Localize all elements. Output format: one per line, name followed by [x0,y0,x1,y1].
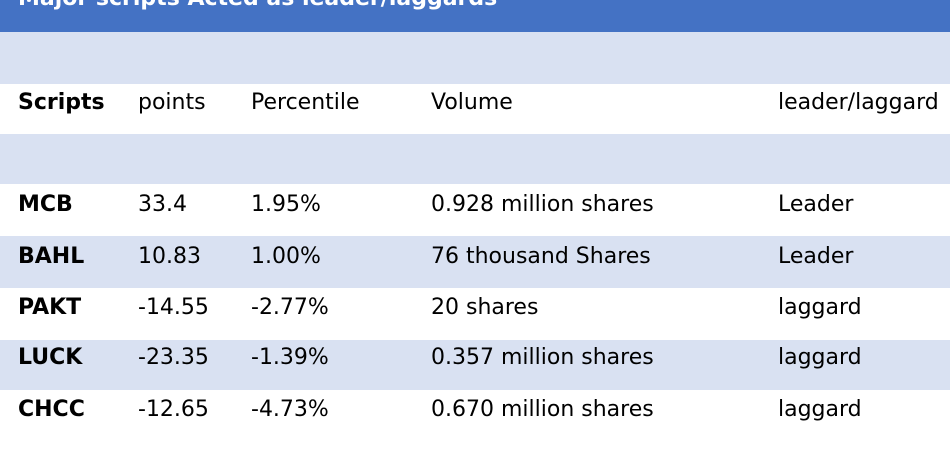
cell-percentile: -1.39% [251,345,329,370]
cell-script: LUCK [18,345,83,370]
table-title-bar: Major scripts Acted as leader/laggards [0,0,950,32]
table-row [0,184,950,236]
column-header-percentile: Percentile [251,90,360,115]
cell-script: CHCC [18,397,85,422]
cell-status: laggard [778,295,862,320]
cell-volume: 0.357 million shares [431,345,654,370]
cell-status: laggard [778,345,862,370]
cell-points: -14.55 [138,295,209,320]
cell-script: MCB [18,192,73,217]
cell-status: Leader [778,244,854,269]
cell-volume: 0.670 million shares [431,397,654,422]
cell-points: 10.83 [138,244,201,269]
table-row [0,390,950,450]
table-row [0,340,950,390]
cell-status: laggard [778,397,862,422]
cell-volume: 0.928 million shares [431,192,654,217]
cell-points: -12.65 [138,397,209,422]
cell-points: 33.4 [138,192,187,217]
cell-script: BAHL [18,244,85,269]
table-empty-row [0,32,950,84]
column-header-points: points [138,90,206,115]
column-header-volume: Volume [431,90,513,115]
cell-percentile: -2.77% [251,295,329,320]
table-row [0,236,950,288]
cell-percentile: -4.73% [251,397,329,422]
cell-script: PAKT [18,295,82,320]
table-empty-row [0,134,950,184]
cell-volume: 76 thousand Shares [431,244,651,269]
cell-status: Leader [778,192,854,217]
table-header-row [0,84,950,134]
cell-percentile: 1.95% [251,192,321,217]
cell-points: -23.35 [138,345,209,370]
column-header-scripts: Scripts [18,90,105,115]
cell-percentile: 1.00% [251,244,321,269]
cell-volume: 20 shares [431,295,539,320]
column-header-leader-laggard: leader/laggard [778,90,939,115]
table-row [0,288,950,340]
table-title: Major scripts Acted as leader/laggards [18,0,497,12]
